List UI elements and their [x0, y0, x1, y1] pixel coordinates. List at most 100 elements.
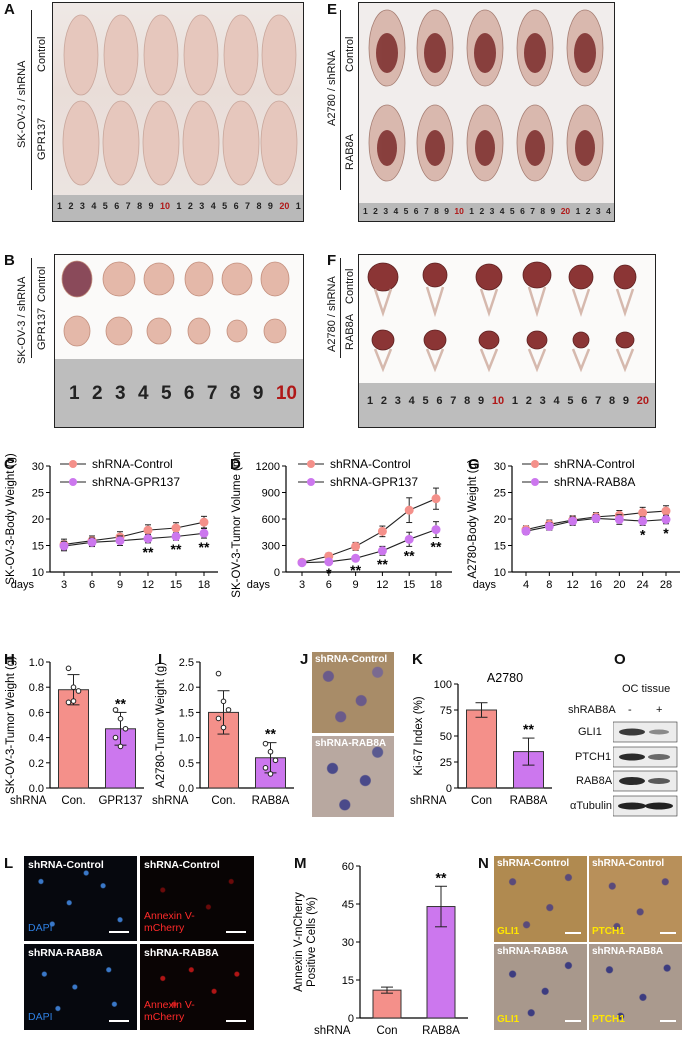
ruler-tick: 3: [595, 206, 601, 216]
ruler-tick: 4: [91, 201, 97, 211]
data-point: [377, 526, 387, 536]
y-tick-label: 30: [342, 937, 354, 949]
data-point: [115, 536, 125, 546]
panel-label-o: O: [614, 651, 626, 668]
ruler-tick: 2: [91, 383, 103, 404]
ruler-tick: 3: [383, 206, 389, 216]
data-point: [431, 494, 441, 504]
legend-label: shRNA-Control: [92, 457, 173, 471]
y-tick-label: 75: [440, 705, 452, 717]
legend-label: shRNA-Control: [330, 457, 411, 471]
x-axis-label: days: [473, 579, 497, 591]
panel-b-tumor-photo: 1 2 3 4 5 6 7 8 9 10: [54, 254, 304, 428]
significance-marker: **: [350, 562, 361, 578]
panel-f-tumor-photo: 1 2 3 4 5 6 7 8 9 10 1 2 3 4 5 6 7 8 9 20: [358, 254, 656, 428]
panel-label-e: E: [327, 1, 338, 18]
data-point: [568, 516, 578, 526]
ruler-tick: 1: [575, 206, 581, 216]
ruler-tick: 9: [622, 395, 629, 407]
ruler-tick: 2: [380, 395, 387, 407]
chart-i: 0.0 0.5 1.0 1.5 2.0 2.5 A2780-Tumor Weight (g)…: [152, 657, 294, 807]
x-tick-label: 15: [170, 579, 182, 591]
ruler-tick: 4: [408, 395, 415, 407]
ruler-tick: 3: [394, 395, 401, 407]
fluorescence-image-rab8a-dapi: shRNA-RAB8A DAPI: [24, 944, 137, 1030]
x-tick-label: Con: [376, 1025, 397, 1037]
x-axis-label: shRNA: [410, 795, 447, 807]
significance-marker: **: [523, 721, 534, 737]
stain-label: PTCH1: [592, 926, 625, 937]
data-point: [377, 546, 387, 556]
image-label: shRNA-Control: [28, 859, 104, 871]
scale-bar: [565, 932, 581, 934]
ruler-tick: 2: [187, 201, 193, 211]
x-tick-label: 16: [590, 579, 602, 591]
ruler-tick: 2: [68, 201, 74, 211]
ruler-tick: 4: [553, 395, 560, 407]
panel-f-group-label: A2780 / shRNA: [326, 276, 338, 352]
panel-e-group-label: A2780 / shRNA: [326, 50, 338, 126]
ruler-tick: 7: [423, 206, 429, 216]
scale-bar: [226, 931, 246, 933]
dissected-mice-illustration: [359, 9, 614, 221]
y-axis-label: Positive Cells (%): [306, 897, 318, 987]
divider: [31, 10, 32, 190]
x-tick-label: 24: [637, 579, 649, 591]
fluorescence-image-rab8a-annexin: shRNA-RAB8A Annexin V-mCherry: [140, 944, 254, 1030]
ruler-tick: 4: [393, 206, 399, 216]
scale-bar: [226, 1020, 246, 1022]
significance-marker: **: [431, 539, 442, 555]
x-tick-label: 3: [299, 579, 305, 591]
divider: [340, 258, 341, 358]
data-point: [70, 698, 77, 704]
scale-bar: [109, 931, 129, 933]
data-point: [199, 528, 209, 538]
data-point: [272, 757, 279, 764]
ruler-tick: 9: [550, 206, 556, 216]
significance-marker: **: [377, 556, 388, 572]
ruler-tick: 20: [279, 201, 290, 211]
stain-label: GLI1: [497, 1014, 520, 1025]
panel-e-row-rab8a: RAB8A: [344, 133, 356, 170]
ruler-tick: 6: [436, 395, 443, 407]
data-point: [267, 771, 274, 777]
image-label: shRNA-RAB8A: [28, 947, 103, 959]
x-tick-label: Con: [471, 795, 492, 807]
data-point: [112, 707, 119, 713]
chart-m: 0 15 30 45 60 Annexin V-mCherry Positive Cells…: [293, 861, 468, 1037]
ruler-tick: 8: [540, 206, 546, 216]
x-tick-label: 3: [61, 579, 67, 591]
ruler-tick: 7: [245, 201, 251, 211]
ruler-tick: 8: [137, 201, 143, 211]
ruler-tick: 20: [560, 206, 571, 216]
lane-plus: +: [656, 704, 663, 716]
ruler-tick: 7: [450, 395, 457, 407]
x-tick-label: 18: [430, 579, 442, 591]
scale-bar: [660, 932, 676, 934]
ruler-tick: 1: [295, 201, 301, 211]
panel-f-row-rab8a: RAB8A: [344, 313, 356, 350]
panel-label-i: I: [158, 651, 163, 668]
fluorescence-image-control-annexin: shRNA-Control Annexin V-mCherry: [140, 856, 254, 941]
panel-label-d: D: [230, 456, 241, 473]
western-blot-bands: [613, 721, 678, 817]
image-label: shRNA-Control: [497, 858, 570, 869]
significance-marker: **: [436, 869, 447, 885]
data-point: [117, 743, 124, 750]
ruler-tick: 6: [233, 201, 239, 211]
data-point: [431, 525, 441, 535]
image-label: shRNA-RAB8A: [592, 946, 664, 957]
panel-label-f: F: [327, 252, 337, 269]
x-tick-label: 28: [660, 579, 672, 591]
panel-label-g: G: [468, 456, 480, 473]
x-tick-label: RAB8A: [252, 795, 290, 807]
x-tick-label: 9: [353, 579, 359, 591]
fluorescence-image-control-dapi: shRNA-Control DAPI: [24, 856, 137, 941]
y-tick-label: 2.0: [179, 682, 194, 694]
mice-illustration: [53, 14, 303, 221]
x-tick-label: 12: [142, 579, 154, 591]
ruler-tick: 8: [256, 201, 262, 211]
y-tick-label: 45: [342, 899, 354, 911]
image-label: shRNA-Control: [315, 654, 388, 665]
x-tick-label: 12: [567, 579, 579, 591]
